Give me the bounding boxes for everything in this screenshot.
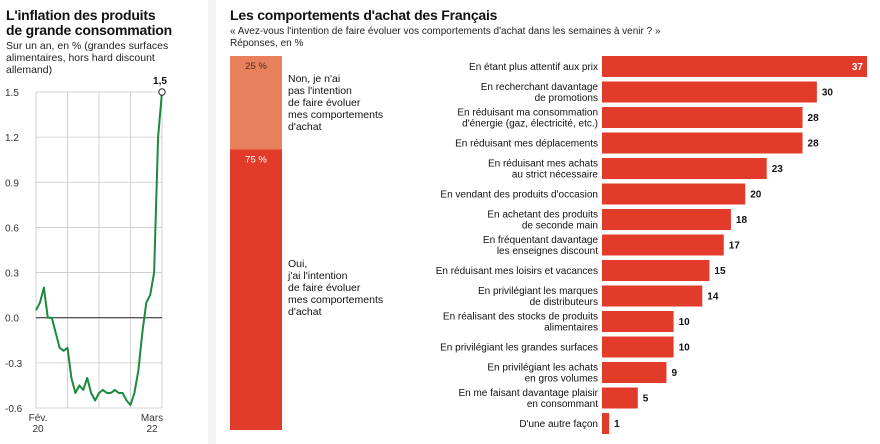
y-tick-label: 1.2 [5, 133, 19, 144]
bar [602, 234, 724, 256]
y-tick-label: -0.3 [5, 359, 23, 370]
bar-category-label: En privilégiant les marques de distribute… [478, 286, 598, 308]
bar [602, 158, 767, 179]
bar-category-label: En achetant des produits de seconde main [487, 210, 598, 232]
bar-value-label: 10 [679, 343, 691, 354]
bar-category-label: En réalisant des stocks de produits alime… [443, 312, 598, 334]
behaviour-title: Les comportements d'achat des Français [230, 7, 498, 23]
bar-value-label: 30 [822, 88, 834, 99]
bar-category-label: En vendant des produits d'occasion [440, 190, 598, 201]
bar [602, 209, 731, 230]
bar [602, 260, 710, 281]
bar-value-label: 20 [750, 190, 762, 201]
stack-segment-label: 25 % [245, 61, 267, 72]
y-tick-label: 1.5 [5, 88, 19, 99]
bar-value-label: 28 [808, 139, 820, 150]
y-tick-label: 0.9 [5, 178, 19, 189]
bar-value-label: 28 [808, 113, 820, 124]
y-tick-label: 0.0 [5, 314, 19, 325]
bar-category-label: En réduisant mes loisirs et vacances [436, 266, 598, 277]
bar [602, 132, 803, 154]
answer-no-text: Non, je n'ai pas l'intention de faire év… [288, 73, 384, 133]
bar [602, 413, 610, 434]
x-end-label: Mars 22 [141, 413, 163, 435]
y-tick-label: 0.6 [5, 223, 19, 234]
x-start-label: Fév. 20 [29, 413, 48, 435]
bar-category-label: En privilégiant les achats en gros volume… [487, 363, 598, 385]
bar-category-label: D'une autre façon [519, 419, 598, 430]
bar-value-label: 14 [707, 292, 719, 303]
bar [602, 362, 667, 383]
bar-value-label: 15 [714, 266, 726, 277]
bar-category-label: En privilégiant les grandes surfaces [440, 343, 598, 354]
bar-category-label: En me faisant davantage plaisir en consom… [458, 388, 598, 410]
bar-value-label: 5 [643, 394, 649, 405]
bar [602, 107, 803, 128]
bar-category-label: En réduisant mes achats au strict nécessa… [488, 159, 598, 181]
bar-value-label: 10 [679, 317, 691, 328]
bar [602, 81, 817, 103]
bar-category-label: En fréquentant davantage les enseignes di… [483, 235, 599, 257]
y-tick-label: -0.6 [5, 404, 23, 415]
stack-segment-yes [230, 149, 282, 430]
right-chart-panel: Les comportements d'achat des Français «… [216, 0, 880, 444]
last-value-label: 1,5 [153, 76, 167, 87]
last-point-marker [158, 88, 166, 96]
bar [602, 336, 674, 358]
bar-value-label: 9 [671, 368, 677, 379]
bar [602, 56, 867, 77]
behaviour-bar-chart: 25 % 75 % En étant plus attentif aux prix 3… [230, 56, 867, 434]
stack-segment-no [230, 56, 282, 150]
stack-segment-label: 75 % [245, 155, 267, 166]
answer-yes-text: Oui, j'ai l'intention de faire évoluer m… [288, 258, 384, 318]
y-tick-label: 0.3 [5, 269, 19, 280]
bar-category-label: En étant plus attentif aux prix [469, 62, 598, 73]
bar-value-label: 23 [772, 164, 784, 175]
bar-value-label: 37 [852, 62, 864, 73]
inflation-title: L'inflation des produits de grande conso… [6, 7, 172, 38]
inflation-subtitle: Sur un an, en % (grandes surfaces alimen… [6, 40, 169, 76]
behaviour-question: « Avez-vous l'intention de faire évoluer… [230, 26, 661, 37]
bar [602, 183, 746, 205]
bar [602, 387, 638, 409]
inflation-series-line [35, 91, 163, 406]
bar-category-label: En réduisant ma consommation d'énergie (g… [457, 108, 598, 130]
left-chart-panel: L'inflation des produits de grande conso… [0, 0, 208, 444]
bar-category-label: En recherchant davantage de promotions [481, 82, 599, 104]
behaviour-unit: Réponses, en % [230, 38, 304, 49]
bar-value-label: 18 [736, 215, 748, 226]
bar [602, 285, 703, 307]
inflation-line-chart: 1.5 1.2 0.9 0.6 0.3 0.0 -0.3 -0.6 1,5 Fév. 20 Mars 2… [5, 76, 167, 435]
bar-value-label: 1 [614, 419, 620, 430]
bar-value-label: 17 [729, 241, 741, 252]
bar-category-label: En réduisant mes déplacements [455, 139, 598, 150]
bar [602, 311, 674, 332]
